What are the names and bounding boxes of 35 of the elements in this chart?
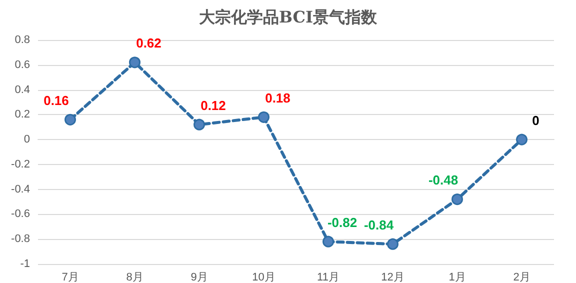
data-label: 0.18 bbox=[265, 90, 290, 106]
point bbox=[129, 56, 140, 68]
point bbox=[64, 114, 76, 126]
x-tick-label: 7月 bbox=[62, 272, 79, 283]
y-tick-label: 0.6 bbox=[14, 58, 30, 71]
y-tick-label: 0.8 bbox=[14, 34, 30, 46]
point bbox=[516, 134, 528, 146]
y-tick-label: 0.4 bbox=[14, 84, 30, 96]
y-tick-label: 0.2 bbox=[14, 108, 30, 121]
chart-title: 大宗化学品BCI景气指数 bbox=[198, 8, 378, 26]
data-label: 0.16 bbox=[44, 92, 69, 108]
data-label: 0 bbox=[532, 112, 540, 128]
data-label: -0.48 bbox=[428, 172, 458, 188]
point bbox=[194, 118, 205, 130]
point bbox=[387, 238, 398, 250]
y-tick-label: -0.8 bbox=[11, 233, 30, 246]
y-tick-label: -0.4 bbox=[11, 183, 30, 196]
x-tick-label: 2月 bbox=[513, 272, 530, 283]
data-label: -0.84 bbox=[364, 217, 394, 232]
y-tick-label: -0.2 bbox=[11, 158, 30, 170]
data-label: 0.12 bbox=[200, 98, 226, 113]
y-tick-label: 0 bbox=[24, 134, 30, 146]
x-tick-label: 9月 bbox=[190, 272, 208, 283]
x-tick-label: 1月 bbox=[448, 272, 466, 283]
data-label: 0.62 bbox=[136, 36, 162, 51]
y-tick-label: -0.6 bbox=[11, 208, 30, 220]
x-tick-label: 12月 bbox=[381, 272, 404, 283]
point bbox=[322, 236, 334, 248]
point bbox=[452, 194, 463, 206]
x-tick-label: 10月 bbox=[252, 272, 276, 283]
data-label: -0.82 bbox=[327, 214, 358, 230]
x-tick-label: 11月 bbox=[317, 272, 340, 283]
point bbox=[258, 111, 270, 123]
y-tick-label: -1 bbox=[20, 258, 30, 270]
x-tick-label: 8月 bbox=[126, 272, 144, 283]
